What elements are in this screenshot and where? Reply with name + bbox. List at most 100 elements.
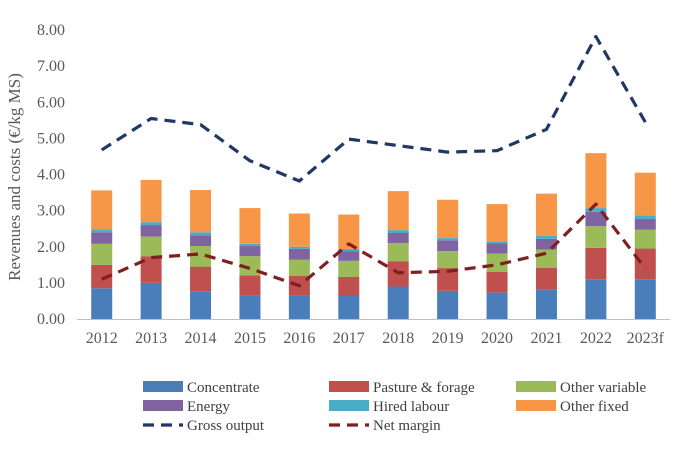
bar-other-fixed [239, 208, 261, 244]
y-tick-label: 4.00 [37, 167, 65, 184]
line-net-margin [101, 202, 647, 288]
x-tick-label: 2014 [185, 330, 217, 347]
legend-swatch [143, 381, 183, 392]
legend-item-concentrate: Concentrate [143, 380, 260, 396]
bar-pasture-and-forage [585, 247, 607, 280]
bar-other-variable [634, 229, 656, 249]
legend-label: Pasture & forage [373, 380, 475, 396]
bar-pasture-and-forage [486, 271, 508, 293]
stacked-bars [91, 153, 656, 319]
line-gross-output [100, 34, 647, 183]
bar-energy [239, 246, 261, 257]
bar-concentrate [585, 279, 607, 319]
bar-other-variable [91, 243, 113, 265]
y-tick-label: 3.00 [37, 203, 65, 220]
x-tick-label: 2015 [234, 330, 266, 347]
y-tick-label: 6.00 [37, 94, 65, 111]
bar-concentrate [535, 289, 557, 319]
bar-other-variable [140, 236, 162, 257]
legend-label: Other fixed [560, 399, 629, 415]
x-axis-ticks: 2012 2013 2014 2015 2016 2017 2018 2019 2020 2021… [86, 330, 665, 347]
bar-pasture-and-forage [140, 256, 162, 283]
bar-energy [486, 243, 508, 254]
legend-item-other-fixed: Other fixed [516, 399, 629, 415]
x-tick-label: 2017 [333, 330, 365, 347]
y-tick-label: 0.00 [37, 311, 65, 328]
legend-swatch [143, 400, 183, 411]
bar-energy [437, 240, 459, 252]
bar-hired-labour [338, 248, 360, 252]
bar-concentrate [486, 292, 508, 319]
legend-label: Gross output [187, 418, 265, 434]
legend-swatch [329, 381, 369, 392]
bar-energy [140, 225, 162, 237]
bar-energy [338, 251, 360, 261]
bar-pasture-and-forage [338, 276, 360, 296]
y-axis-title: Revenues and costs (€/kg MS) [5, 73, 24, 281]
bar-hired-labour [387, 230, 409, 234]
x-tick-label: 2018 [382, 330, 414, 347]
bar-hired-labour [535, 235, 557, 239]
bar-pasture-and-forage [190, 266, 212, 292]
bar-concentrate [239, 295, 261, 319]
legend-item-other-variable: Other variable [516, 380, 647, 396]
bar-other-fixed [585, 153, 607, 209]
bar-other-fixed [486, 204, 508, 242]
bar-energy [585, 211, 607, 227]
bar-hired-labour [634, 215, 656, 219]
bar-other-fixed [387, 191, 409, 231]
legend-label: Energy [187, 399, 231, 415]
bar-energy [387, 233, 409, 244]
bar-pasture-and-forage [634, 248, 656, 280]
legend-item-pasture-and-forage: Pasture & forage [329, 380, 475, 396]
bar-other-variable [585, 226, 607, 248]
bar-energy [190, 235, 212, 247]
legend-label: Net margin [373, 418, 441, 434]
bar-other-variable [437, 251, 459, 269]
bar-energy [634, 218, 656, 230]
bar-concentrate [387, 286, 409, 319]
bar-hired-labour [585, 208, 607, 212]
x-tick-label: 2012 [86, 330, 118, 347]
bar-hired-labour [239, 243, 261, 247]
legend-item-energy: Energy [143, 399, 231, 415]
bar-concentrate [190, 291, 212, 319]
bar-other-fixed [634, 172, 656, 216]
bar-other-variable [288, 259, 310, 277]
bar-pasture-and-forage [437, 268, 459, 291]
bar-concentrate [437, 290, 459, 319]
y-axis-ticks: 0.00 1.00 2.00 3.00 4.00 5.00 6.00 7.00 8.00 [37, 22, 65, 328]
bar-energy [288, 248, 310, 260]
bar-energy [535, 238, 557, 250]
legend-swatch [329, 400, 369, 411]
bar-pasture-and-forage [91, 264, 113, 289]
bar-concentrate [91, 288, 113, 319]
legend: Concentrate Pasture & forage Other variabl… [143, 380, 647, 434]
bar-other-variable [535, 249, 557, 268]
bar-concentrate [338, 295, 360, 319]
bar-hired-labour [140, 222, 162, 226]
x-tick-label: 2020 [481, 330, 513, 347]
legend-item-net-margin: Net margin [329, 418, 441, 434]
bar-hired-labour [91, 229, 113, 233]
bar-pasture-and-forage [535, 267, 557, 290]
x-tick-label: 2016 [283, 330, 315, 347]
x-tick-label: 2013 [135, 330, 167, 347]
y-axis-title-group: Revenues and costs (€/kg MS) [5, 73, 24, 281]
y-tick-label: 8.00 [37, 22, 65, 39]
legend-label: Hired labour [373, 399, 449, 415]
bar-pasture-and-forage [239, 275, 261, 296]
bar-other-variable [387, 243, 409, 262]
y-tick-label: 5.00 [37, 130, 65, 147]
legend-swatch [516, 400, 556, 411]
x-tick-label: 2023f [627, 330, 665, 347]
bar-hired-labour [190, 232, 212, 236]
bar-other-fixed [91, 190, 113, 230]
x-tick-label: 2019 [432, 330, 464, 347]
series-lines [100, 34, 647, 288]
bar-other-fixed [437, 199, 459, 239]
legend-swatch [516, 381, 556, 392]
bar-hired-labour [288, 246, 310, 249]
bar-hired-labour [437, 238, 459, 241]
